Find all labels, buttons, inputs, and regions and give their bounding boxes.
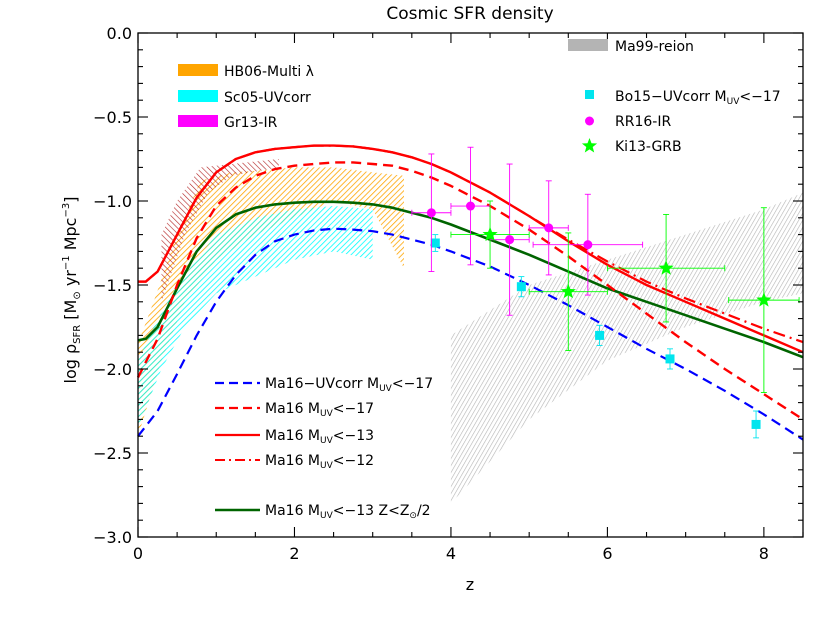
chart-title: Cosmic SFR density: [386, 4, 553, 24]
x-tick-label: 2: [289, 544, 299, 563]
legend-label-bo15: Bo15−UVcorr MUV<−17: [615, 89, 781, 107]
y-tick-label: −1.0: [93, 192, 132, 211]
legend-label-ma16-uvcorr: Ma16−UVcorr MUV<−17: [265, 376, 433, 394]
legend-label-ki13: Ki13-GRB: [615, 139, 682, 155]
line-ma16-z: [137, 200, 804, 359]
band-ma99: [450, 192, 803, 504]
legend-swatch-sc05: [178, 90, 218, 102]
legend-label-ma16-z: Ma16 MUV<−13 Z<Z⊙/2: [265, 503, 431, 521]
point-bo15-0: [430, 238, 440, 248]
legend-swatch-hb06: [178, 64, 218, 76]
y-tick-label: −3.0: [93, 528, 132, 547]
bands-layer: [138, 159, 803, 504]
y-tick-label: 0.0: [107, 24, 132, 43]
legend-points: Bo15−UVcorr MUV<−17 RR16-IR Ki13-GRB: [581, 89, 781, 155]
point-rr16-0: [426, 208, 436, 218]
legend-label-hb06: HB06-Multi λ: [224, 64, 314, 80]
point-bo15-4: [751, 419, 761, 429]
point-bo15-3: [665, 354, 675, 364]
point-ki13-3: [756, 292, 772, 307]
legend-swatch-ma99: [568, 39, 608, 51]
point-ki13-0: [482, 226, 498, 242]
point-bo15-2: [595, 330, 605, 340]
line-ma16-13: [138, 144, 804, 354]
x-tick-label: 8: [759, 544, 769, 563]
legend-lines: Ma16−UVcorr MUV<−17 Ma16 MUV<−17 Ma16 MU…: [215, 376, 433, 521]
legend-marker-ki13: [581, 138, 598, 153]
x-tick-label: 6: [602, 544, 612, 563]
y-tick-label: −0.5: [93, 108, 132, 127]
x-tick-label: 0: [133, 544, 143, 563]
legend-label-sc05: Sc05-UVcorr: [224, 90, 311, 106]
legend-marker-bo15: [585, 90, 594, 99]
legend-label-ma16-12: Ma16 MUV<−12: [265, 453, 374, 471]
legend-label-ma99: Ma99-reion: [615, 39, 694, 55]
y-tick-label: −2.0: [93, 360, 132, 379]
line-ma16-17: [136, 161, 804, 421]
point-ki13-1: [560, 283, 576, 299]
legend-label-ma16-13: Ma16 MUV<−13: [265, 428, 374, 446]
band-hb06-hatch: [161, 159, 279, 302]
ticks-layer: 0 2 4 6 8 −3.0 −2.5 −2.0 −1.5 −1.0 −0.5 0.0: [93, 24, 804, 563]
point-bo15-1: [516, 282, 526, 292]
legend-bands: HB06-Multi λ Sc05-UVcorr Gr13-IR: [178, 64, 314, 131]
points-layer: [411, 146, 800, 439]
legend-marker-rr16: [585, 116, 594, 126]
x-tick-label: 4: [446, 544, 456, 563]
y-axis-label: log ρSFR [M⊙ yr−1 Mpc−3]: [61, 197, 83, 384]
legend-label-rr16: RR16-IR: [615, 114, 671, 130]
point-rr16-4: [583, 240, 593, 250]
point-ki13-2: [658, 260, 674, 275]
point-rr16-2: [505, 235, 515, 245]
point-rr16-3: [544, 223, 554, 233]
band-hb06: [138, 167, 404, 437]
y-tick-label: −1.5: [93, 276, 132, 295]
line-ma16-uvcorr: [137, 227, 804, 441]
legend-swatch-gr13: [178, 115, 218, 127]
band-sc05: [138, 206, 373, 428]
x-axis-label: z: [466, 575, 474, 594]
legend-label-ma16-17: Ma16 MUV<−17: [265, 401, 374, 419]
point-rr16-1: [466, 201, 475, 211]
y-tick-label: −2.5: [93, 444, 132, 463]
legend-label-gr13: Gr13-IR: [224, 115, 278, 131]
lines-layer: [136, 144, 804, 441]
legend-ma99: Ma99-reion: [568, 39, 694, 55]
